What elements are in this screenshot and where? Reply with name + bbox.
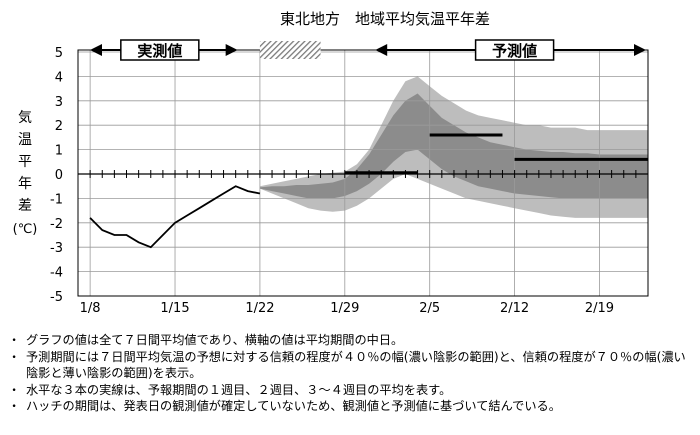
y-tick-label: 1	[55, 144, 63, 159]
y-axis-label-char: 温	[18, 132, 32, 148]
y-tick-label: 4	[55, 70, 63, 85]
x-tick-label: 2/5	[419, 301, 440, 316]
x-tick-label: 1/22	[245, 301, 274, 316]
y-tick-label: 5	[55, 46, 63, 61]
x-tick-label: 2/12	[500, 301, 529, 316]
y-tick-label: -3	[50, 241, 63, 256]
y-axis-label-char: 年	[18, 176, 32, 192]
hatch-period-box	[259, 41, 321, 59]
observed-period-arrow-head-left	[90, 44, 102, 56]
chart-title: 東北地方 地域平均気温平年差	[280, 10, 490, 28]
y-axis-label-unit: (℃)	[13, 222, 38, 237]
series-lines	[89, 133, 648, 249]
y-axis-label-char: 平	[18, 154, 32, 170]
footnotes: グラフの値は全て７日間平均値であり、横軸の値は平均期間の中日。 予測期間には７日…	[8, 332, 696, 415]
footnote-item: 水平な３本の実線は、予報期間の１週目、２週目、３～４週目の平均を表す。	[8, 382, 696, 399]
observed-label-box	[120, 39, 200, 61]
forecast-period-arrow-head-right	[634, 44, 646, 56]
y-tick-label: -5	[50, 290, 63, 305]
y-tick-label: 3	[55, 95, 63, 110]
y-axis-label-char: 差	[18, 198, 32, 214]
observed-label-text: 実測値	[137, 42, 182, 60]
forecast-label-box	[474, 39, 555, 61]
y-tick-label: -1	[50, 192, 63, 207]
period-header: 実測値 予測値	[90, 39, 646, 61]
y-tick-label: 0	[55, 168, 63, 183]
forecast-label-text: 予測値	[492, 42, 537, 60]
forecast-period-arrow-head-left	[375, 44, 388, 56]
footnote-item: グラフの値は全て７日間平均値であり、横軸の値は平均期間の中日。	[8, 332, 696, 349]
y-tick-label: -2	[50, 217, 63, 232]
x-tick-label: 1/29	[330, 301, 359, 316]
footnote-item: 予測期間には７日間平均気温の予想に対する信頼の程度が４０％の幅(濃い陰影の範囲)…	[8, 349, 696, 382]
y-axis-label: 気温平年差 (℃)	[13, 110, 38, 237]
observed-series-line	[89, 185, 261, 249]
observed-period-arrow-head-right	[225, 44, 238, 56]
y-axis-label-char: 気	[18, 110, 32, 126]
y-tick-label: -4	[50, 266, 63, 281]
footnote-item: ハッチの期間は、発表日の観測値が確定していないため、観測値と予測値に基づいて結ん…	[8, 398, 696, 415]
x-tick-label: 2/19	[585, 301, 614, 316]
confidence-bands	[259, 76, 648, 218]
y-tick-label: 2	[55, 119, 63, 134]
x-tick-label: 1/15	[160, 301, 189, 316]
x-tick-label: 1/8	[80, 301, 101, 316]
